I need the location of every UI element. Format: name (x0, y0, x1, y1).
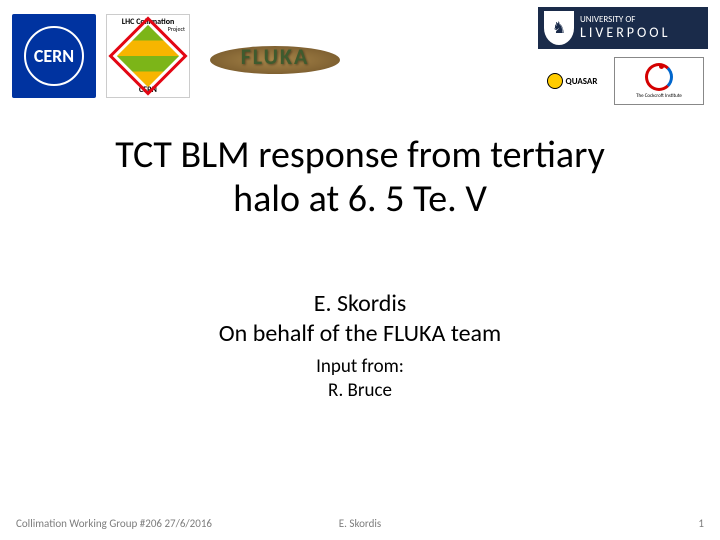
quasar-text: QUASAR (566, 76, 598, 87)
liverpool-shield-icon: ♞ (544, 11, 574, 45)
logo-right-group: ♞ UNIVERSITY OF LIVERPOOL QUASAR The Coc… (538, 7, 708, 105)
author-block: E. Skordis On behalf of the FLUKA team (0, 289, 720, 349)
liverpool-main: LIVERPOOL (580, 24, 670, 41)
input-label: Input from: (0, 355, 720, 379)
author-name: E. Skordis (0, 289, 720, 319)
cockcroft-swirl-icon (645, 63, 673, 91)
liverpool-text: UNIVERSITY OF LIVERPOOL (580, 15, 670, 42)
cern-logo-text: CERN (34, 45, 74, 67)
author-behalf: On behalf of the FLUKA team (0, 319, 720, 349)
quasar-logo: QUASAR (538, 70, 606, 92)
liverpool-top: UNIVERSITY OF (580, 15, 670, 25)
lhc-proj: Project (168, 25, 185, 33)
footer: Collimation Working Group #206 27/6/2016… (0, 517, 720, 530)
cern-logo: CERN (12, 14, 96, 98)
logo-row: CERN LHC Collimation CERN Project FLUKA … (0, 0, 720, 108)
title-line-1: TCT BLM response from tertiary (40, 134, 680, 178)
liverpool-logo: ♞ UNIVERSITY OF LIVERPOOL (538, 7, 708, 49)
page-number: 1 (698, 517, 704, 530)
main-title: TCT BLM response from tertiary halo at 6… (0, 108, 720, 231)
input-name: R. Bruce (0, 379, 720, 403)
footer-left: Collimation Working Group #206 27/6/2016 (16, 517, 212, 530)
lhc-collimation-logo: LHC Collimation CERN Project (106, 14, 190, 98)
cockcroft-logo: The Cockcroft Institute (614, 57, 704, 105)
logo-right-bottom: QUASAR The Cockcroft Institute (538, 57, 704, 105)
title-line-2: halo at 6. 5 Te. V (40, 178, 680, 222)
logo-right-top: ♞ UNIVERSITY OF LIVERPOOL (538, 7, 708, 49)
input-block: Input from: R. Bruce (0, 355, 720, 403)
fluka-logo: FLUKA (200, 26, 350, 86)
lhc-diamond-icon (120, 28, 176, 84)
footer-center: E. Skordis (339, 517, 381, 530)
logo-left-group: CERN LHC Collimation CERN Project FLUKA (12, 14, 350, 98)
fluka-text: FLUKA (241, 43, 310, 70)
cockcroft-text: The Cockcroft Institute (636, 93, 682, 99)
